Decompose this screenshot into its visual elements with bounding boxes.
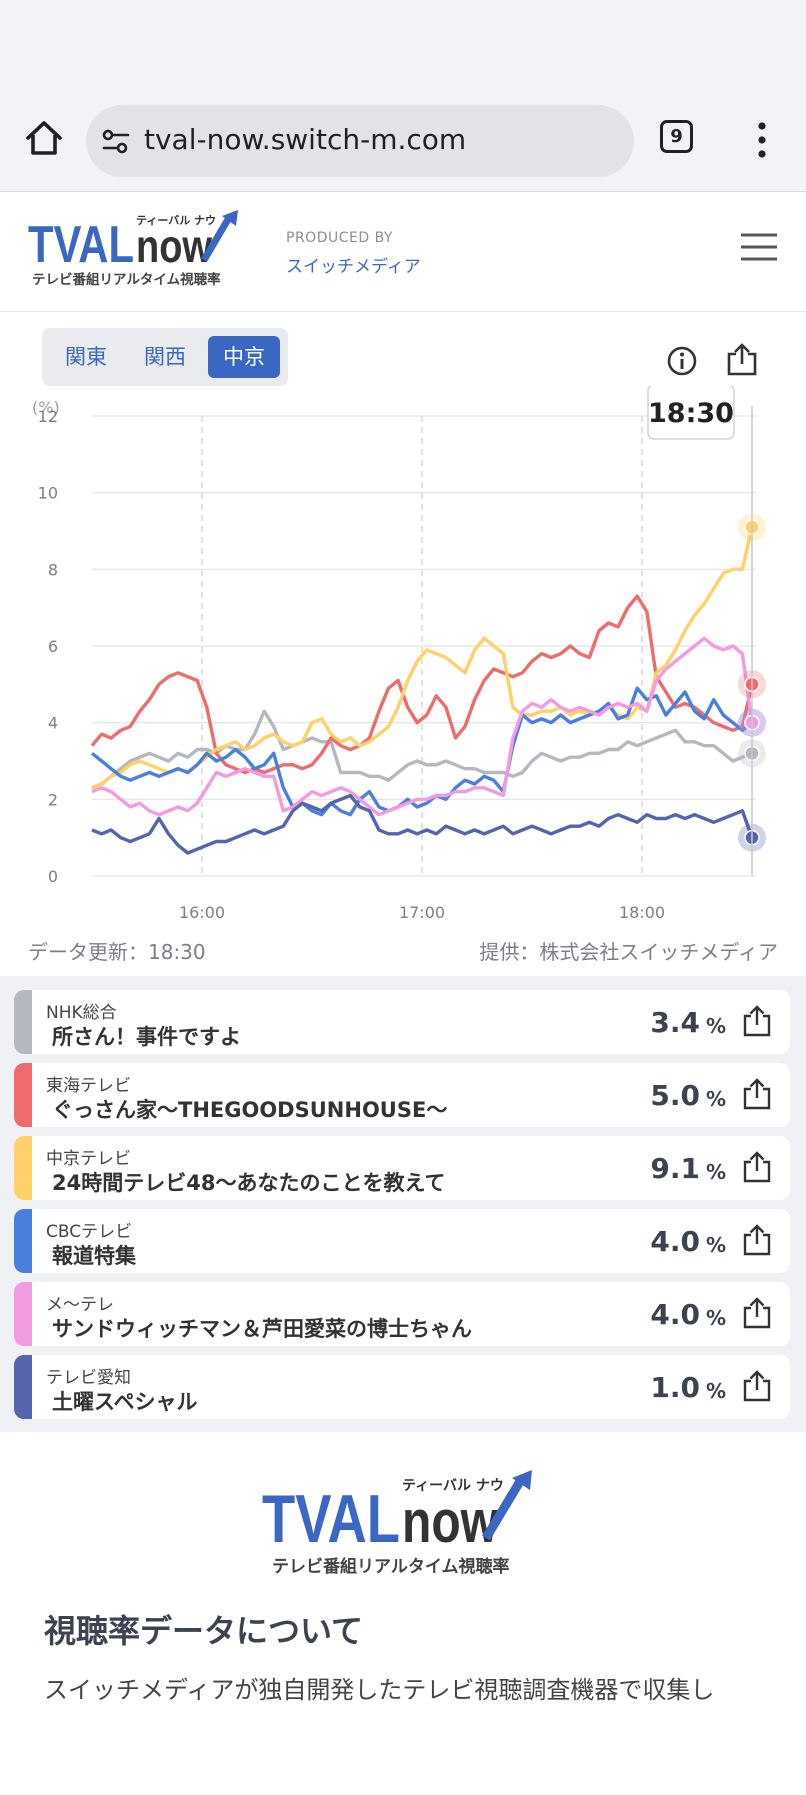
rating-value: 3.4 [650, 1006, 700, 1039]
rating-unit: % [705, 1014, 726, 1038]
address-bar[interactable]: tval-now.switch-m.com [86, 105, 634, 177]
status-bar-area [0, 0, 806, 90]
station-name: 東海テレビ [46, 1076, 131, 1096]
y-tick-label: 10 [38, 484, 58, 503]
program-row[interactable]: メ～テレ サンドウィッチマン＆芦田愛菜の博士ちゃん 4.0% [14, 1282, 790, 1346]
data-source-label: 提供：株式会社スイッチメディア [479, 940, 778, 964]
station-name: CBCテレビ [46, 1222, 133, 1242]
program-row[interactable]: CBCテレビ 報道特集 4.0% [14, 1209, 790, 1273]
tooltip-box [647, 386, 735, 440]
hamburger-menu-icon[interactable] [740, 232, 778, 262]
browser-toolbar: tval-now.switch-m.com 9 [0, 90, 806, 192]
program-title: 土曜スペシャル [52, 1390, 198, 1414]
svg-text:テレビ番組リアルタイム視聴率: テレビ番組リアルタイム視聴率 [32, 271, 221, 288]
rating-unit: % [705, 1160, 726, 1184]
x-tick-label: 17:00 [399, 903, 445, 922]
program-title: 報道特集 [52, 1244, 136, 1268]
series-line [91, 793, 754, 855]
share-icon[interactable] [742, 1150, 772, 1184]
svg-text:now: now [136, 220, 212, 272]
rating-unit: % [705, 1306, 726, 1330]
ratings-line-chart[interactable]: (%) 0 2 4 6 8 10 12 16:00 17:00 18:00 18:30 [0, 386, 806, 926]
share-icon[interactable] [742, 1369, 772, 1403]
region-tab-kansai[interactable]: 関西 [144, 345, 186, 369]
station-name: テレビ愛知 [46, 1368, 131, 1388]
y-axis-ticks: 0 2 4 6 8 10 12 [38, 407, 58, 886]
program-row[interactable]: 東海テレビ ぐっさん家～THEGOODSUNHOUSE～ 5.0% [14, 1063, 790, 1127]
station-name: メ～テレ [46, 1295, 114, 1315]
x-tick-label: 18:00 [619, 903, 665, 922]
rating-value: 1.0 [650, 1371, 700, 1404]
series-line [90, 594, 754, 775]
channel-color-bar [14, 1136, 32, 1200]
chart-series [90, 513, 766, 855]
svg-text:ティーバル ナウ: ティーバル ナウ [402, 1478, 504, 1494]
program-row[interactable]: テレビ愛知 土曜スペシャル 1.0% [14, 1355, 790, 1419]
svg-text:TVAL: TVAL [262, 1481, 400, 1557]
share-icon[interactable] [726, 342, 758, 376]
program-title: ぐっさん家～THEGOODSUNHOUSE～ [52, 1098, 448, 1122]
region-tab-chukyo[interactable]: 中京 [208, 336, 280, 378]
rating-value: 4.0 [650, 1298, 700, 1331]
region-tab-kanto[interactable]: 関東 [65, 345, 107, 369]
rating-unit: % [705, 1379, 726, 1403]
program-row[interactable]: NHK総合 所さん！事件ですよ 3.4% [14, 990, 790, 1054]
program-title: 24時間テレビ48～あなたのことを教えて [52, 1171, 446, 1195]
y-tick-label: 4 [48, 714, 58, 733]
channel-color-bar [14, 1063, 32, 1127]
channel-color-bar [14, 990, 32, 1054]
region-selector: 関東 関西 中京 [42, 328, 288, 386]
home-icon[interactable] [22, 116, 66, 160]
program-title: 所さん！事件ですよ [52, 1025, 241, 1049]
info-icon[interactable] [666, 345, 698, 377]
share-icon[interactable] [742, 1077, 772, 1111]
data-updated-label: データ更新：18:30 [28, 940, 206, 964]
channel-color-bar [14, 1355, 32, 1419]
url-text[interactable]: tval-now.switch-m.com [144, 123, 467, 156]
rating-value: 5.0 [650, 1079, 700, 1112]
tvalnow-footer-logo: TVAL now ティーバル ナウ テレビ番組リアルタイム視聴率 [262, 1470, 532, 1577]
tab-switcher-button[interactable]: 9 [660, 120, 693, 153]
series-line [91, 709, 753, 790]
share-icon[interactable] [742, 1004, 772, 1038]
svg-text:テレビ番組リアルタイム視聴率: テレビ番組リアルタイム視聴率 [272, 1556, 510, 1577]
series-line [91, 636, 754, 817]
y-tick-label: 2 [48, 790, 58, 809]
produced-by-label: PRODUCED BY [286, 230, 393, 246]
rating-value: 9.1 [650, 1152, 700, 1185]
series-line [90, 686, 754, 817]
rating-value: 4.0 [650, 1225, 700, 1258]
tvalnow-logo[interactable]: TVAL now ティーバル ナウ テレビ番組リアルタイム視聴率 [26, 210, 252, 290]
chart-footer: データ更新：18:30 提供：株式会社スイッチメディア [28, 936, 778, 965]
station-name: NHK総合 [46, 1003, 117, 1023]
producer-name[interactable]: スイッチメディア [286, 257, 421, 277]
station-name: 中京テレビ [46, 1149, 131, 1169]
time-cursor: 18:30 [647, 386, 753, 876]
y-tick-label: 8 [48, 560, 58, 579]
y-tick-label: 0 [48, 867, 58, 886]
tooltip-time: 18:30 [648, 398, 734, 429]
y-tick-label: 6 [48, 637, 58, 656]
channel-color-bar [14, 1282, 32, 1346]
svg-text:now: now [402, 1488, 498, 1555]
about-text: スイッチメディアが独自開発したテレビ視聴調査機器で収集し [44, 1676, 715, 1704]
rating-unit: % [705, 1087, 726, 1111]
about-heading: 視聴率データについて [44, 1612, 364, 1650]
program-title: サンドウィッチマン＆芦田愛菜の博士ちゃん [52, 1317, 472, 1341]
svg-text:ティーバル ナウ: ティーバル ナウ [136, 214, 216, 227]
program-row[interactable]: 中京テレビ 24時間テレビ48～あなたのことを教えて 9.1% [14, 1136, 790, 1200]
share-icon[interactable] [742, 1223, 772, 1257]
site-header: TVAL now ティーバル ナウ テレビ番組リアルタイム視聴率 PRODUCE… [0, 192, 806, 312]
svg-text:TVAL: TVAL [28, 216, 134, 274]
channel-color-bar [14, 1209, 32, 1273]
share-icon[interactable] [742, 1296, 772, 1330]
rating-unit: % [705, 1233, 726, 1257]
x-tick-label: 16:00 [179, 903, 225, 922]
more-vert-icon[interactable] [750, 120, 774, 160]
x-axis-ticks: 16:00 17:00 18:00 [179, 903, 665, 922]
site-settings-icon[interactable] [100, 126, 132, 158]
y-tick-label: 12 [38, 407, 58, 426]
y-axis-unit: (%) [32, 398, 60, 417]
program-list: NHK総合 所さん！事件ですよ 3.4% 東海テレビ ぐっさん家～THEGOODSUNH… [0, 976, 806, 1432]
